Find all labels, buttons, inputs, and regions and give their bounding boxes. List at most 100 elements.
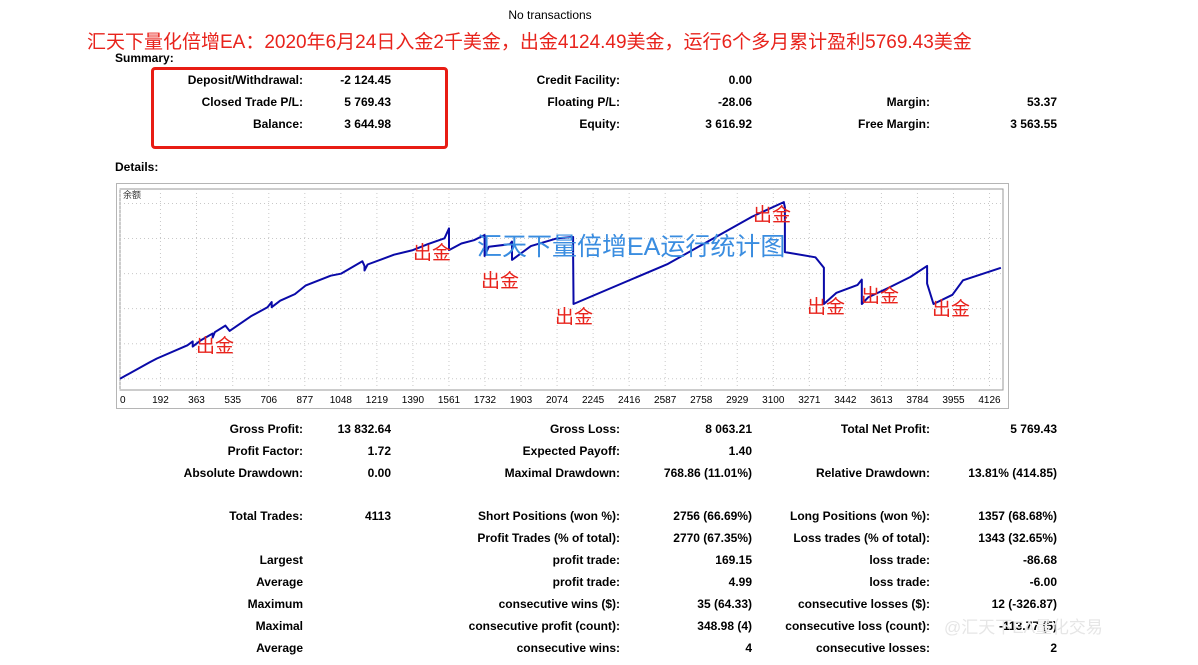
- max-drawdown-value: 768.86 (11.01%): [663, 466, 752, 480]
- average2-label: Average: [256, 641, 303, 655]
- x-tick-label: 2416: [618, 395, 641, 406]
- balance-value: 3 644.98: [344, 117, 391, 131]
- balance-chart: 0 192 363 535 706 877 1048 1219 1390 1561 1732 1903…: [119, 188, 1033, 406]
- withdraw-annotation-6: 出金: [807, 297, 846, 318]
- no-transactions-text: No transactions: [508, 8, 592, 22]
- largest-loss-value: -86.68: [1022, 553, 1057, 567]
- total-trades-value: 4113: [364, 509, 391, 523]
- x-tick-label: 1219: [366, 395, 389, 406]
- x-tick-label: 535: [224, 395, 241, 406]
- largest-label: Largest: [259, 553, 303, 567]
- floating-pl-label: Floating P/L:: [547, 95, 620, 109]
- net-profit-label: Total Net Profit:: [840, 422, 930, 436]
- gross-loss-label: Gross Loss:: [549, 422, 620, 436]
- loss-trades-label: Loss trades (% of total):: [793, 531, 930, 545]
- long-positions-value: 1357 (68.68%): [978, 509, 1057, 523]
- maximal-cons-profit-label: consecutive profit (count):: [468, 619, 620, 633]
- highlight-box: [151, 67, 448, 149]
- withdraw-annotation-3: 出金: [481, 271, 520, 292]
- x-axis-ticks: 0 192 363 535 706 877 1048 1219 1390 1561 1732 1903…: [120, 395, 1001, 406]
- x-tick-label: 1561: [438, 395, 461, 406]
- withdraw-annotation-8: 出金: [932, 299, 971, 320]
- long-positions-label: Long Positions (won %):: [790, 509, 930, 523]
- avg-cons-losses-label: consecutive losses:: [815, 641, 930, 655]
- x-tick-label: 2587: [654, 395, 677, 406]
- profit-factor-label: Profit Factor:: [227, 444, 303, 458]
- largest-profit-value: 169.15: [715, 553, 752, 567]
- loss-trades-value: 1343 (32.65%): [978, 531, 1057, 545]
- profit-trades-label: Profit Trades (% of total):: [477, 531, 620, 545]
- largest-loss-label: loss trade:: [869, 553, 930, 567]
- equity-value: 3 616.92: [705, 117, 752, 131]
- max-cons-wins-label: consecutive wins ($):: [498, 597, 620, 611]
- max-cons-wins-value: 35 (64.33): [697, 597, 752, 611]
- x-tick-label: 3442: [834, 395, 857, 406]
- maximal-cons-loss-label: consecutive loss (count):: [785, 619, 930, 633]
- x-tick-label: 4126: [978, 395, 1001, 406]
- profit-trades-value: 2770 (67.35%): [673, 531, 752, 545]
- x-tick-label: 192: [152, 395, 169, 406]
- x-tick-label: 2074: [546, 395, 569, 406]
- x-tick-label: 3271: [798, 395, 821, 406]
- avg-cons-wins-value: 4: [745, 641, 752, 655]
- average-profit-value: 4.99: [728, 575, 752, 589]
- x-tick-label: 1048: [330, 395, 353, 406]
- withdraw-annotation-1: 出金: [196, 336, 235, 357]
- details-title: Details:: [115, 160, 159, 174]
- gross-profit-label: Gross Profit:: [229, 422, 303, 436]
- free-margin-label: Free Margin:: [857, 117, 930, 131]
- maximum-label: Maximum: [247, 597, 303, 611]
- x-tick-label: 1732: [474, 395, 497, 406]
- free-margin-value: 3 563.55: [1010, 117, 1057, 131]
- average-loss-label: loss trade:: [869, 575, 930, 589]
- withdraw-annotation-5: 出金: [753, 205, 792, 226]
- short-positions-label: Short Positions (won %):: [478, 509, 620, 523]
- x-tick-label: 1903: [510, 395, 533, 406]
- average-profit-label: profit trade:: [552, 575, 620, 589]
- gross-loss-value: 8 063.21: [705, 422, 752, 436]
- closed-pl-label: Closed Trade P/L:: [201, 95, 303, 109]
- credit-label: Credit Facility:: [536, 73, 620, 87]
- x-tick-label: 3100: [762, 395, 785, 406]
- margin-value: 53.37: [1026, 95, 1057, 109]
- withdraw-annotation-4: 出金: [555, 307, 594, 328]
- x-tick-label: 3613: [870, 395, 893, 406]
- withdraw-annotation-7: 出金: [861, 286, 900, 307]
- abs-drawdown-label: Absolute Drawdown:: [183, 466, 303, 480]
- rel-drawdown-label: Relative Drawdown:: [815, 466, 930, 480]
- short-positions-value: 2756 (66.69%): [673, 509, 752, 523]
- floating-pl-value: -28.06: [717, 95, 752, 109]
- x-tick-label: 1390: [402, 395, 425, 406]
- maximal-label: Maximal: [255, 619, 303, 633]
- average-label: Average: [256, 575, 303, 589]
- deposit-value: -2 124.45: [340, 73, 391, 87]
- balance-label: Balance:: [252, 117, 303, 131]
- largest-profit-label: profit trade:: [552, 553, 620, 567]
- x-tick-label: 0: [120, 395, 126, 406]
- deposit-label: Deposit/Withdrawal:: [187, 73, 303, 87]
- x-tick-label: 363: [188, 395, 205, 406]
- max-cons-losses-value: 12 (-326.87): [991, 597, 1057, 611]
- expected-payoff-label: Expected Payoff:: [522, 444, 620, 458]
- closed-pl-value: 5 769.43: [344, 95, 391, 109]
- abs-drawdown-value: 0.00: [367, 466, 391, 480]
- maximal-cons-profit-value: 348.98 (4): [697, 619, 752, 633]
- avg-cons-losses-value: 2: [1050, 641, 1057, 655]
- expected-payoff-value: 1.40: [728, 444, 752, 458]
- x-tick-label: 2245: [582, 395, 605, 406]
- equity-label: Equity:: [579, 117, 620, 131]
- x-tick-label: 706: [260, 395, 277, 406]
- max-drawdown-label: Maximal Drawdown:: [504, 466, 620, 480]
- x-tick-label: 2758: [690, 395, 713, 406]
- x-tick-label: 877: [296, 395, 313, 406]
- summary-title: Summary:: [115, 51, 174, 65]
- chart-title: 汇天下量倍增EA运行统计图: [477, 233, 785, 261]
- headline-text: 汇天下量化倍增EA：2020年6月24日入金2千美金，出金4124.49美金，运…: [87, 32, 972, 53]
- balance-line-group: [119, 201, 1002, 380]
- average-loss-value: -6.00: [1029, 575, 1057, 589]
- x-tick-label: 2929: [726, 395, 749, 406]
- rel-drawdown-value: 13.81% (414.85): [968, 466, 1057, 480]
- maximal-cons-loss-value: -113.77 (5): [998, 619, 1057, 633]
- net-profit-value: 5 769.43: [1010, 422, 1057, 436]
- max-cons-losses-label: consecutive losses ($):: [797, 597, 930, 611]
